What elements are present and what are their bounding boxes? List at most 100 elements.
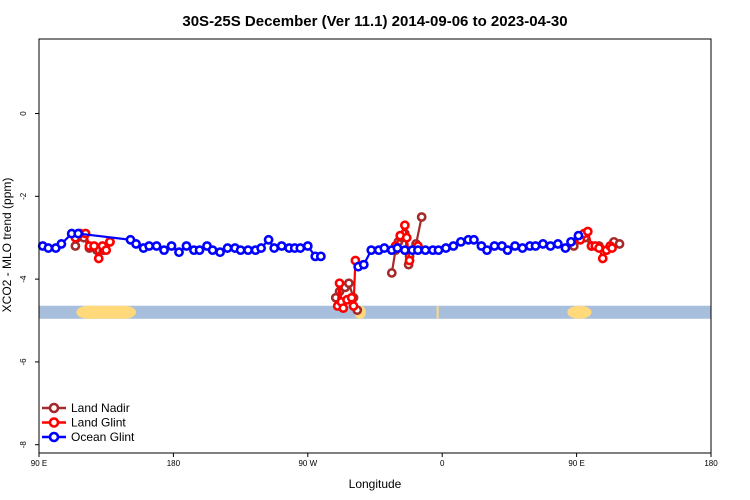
series-ocean-glint (37, 228, 584, 272)
data-point (276, 241, 287, 251)
data-point (131, 239, 141, 249)
x-tick-label: 90 E (568, 459, 584, 468)
data-point (89, 241, 99, 251)
data-point (358, 259, 369, 270)
data-point (448, 241, 459, 251)
data-point (582, 226, 593, 237)
series-layer (37, 212, 625, 316)
legend-item: Land Nadir (42, 401, 130, 415)
data-point (338, 303, 349, 313)
y-axis: 0 -2 -4 -6 -8 (19, 111, 39, 449)
data-point (235, 245, 246, 256)
data-point (159, 245, 169, 256)
x-tick-label: 180 (167, 459, 181, 468)
x-axis-label: Longitude (349, 477, 402, 491)
legend-label: Land Nadir (71, 401, 130, 415)
data-point (614, 239, 625, 249)
data-point (243, 245, 253, 256)
data-point (269, 243, 280, 253)
data-point (174, 247, 184, 258)
data-point (222, 243, 233, 253)
data-point (343, 278, 354, 289)
data-point (207, 245, 218, 256)
data-point (181, 241, 192, 251)
data-point (166, 241, 177, 251)
data-point (553, 239, 563, 249)
data-point (420, 245, 431, 256)
data-point (573, 230, 584, 241)
data-point (379, 243, 390, 253)
data-point (315, 251, 326, 262)
band-land-3 (567, 305, 592, 319)
x-tick-label: 90 E (31, 459, 47, 468)
data-point (560, 243, 571, 253)
band-land-0 (76, 305, 137, 319)
data-point (263, 234, 274, 245)
data-point (404, 255, 415, 266)
data-point (399, 220, 410, 231)
data-point (392, 243, 403, 253)
data-point (482, 245, 492, 256)
data-point (295, 243, 306, 253)
y-axis-label: XCO2 - MLO trend (ppm) (0, 178, 14, 313)
data-point (73, 228, 84, 239)
data-point (399, 245, 410, 256)
data-point (441, 243, 451, 253)
band-land-2 (436, 305, 439, 319)
x-axis: 90 E 180 90 W 0 90 E 180 (31, 453, 718, 468)
data-point (56, 239, 67, 249)
data-point (597, 253, 608, 264)
y-tick-label: -4 (19, 275, 28, 283)
x-tick-label: 90 W (298, 459, 317, 468)
legend-item: Ocean Glint (42, 430, 135, 444)
data-point (566, 236, 576, 247)
data-point (151, 241, 162, 251)
data-point (334, 278, 345, 289)
y-tick-label: -6 (19, 358, 28, 366)
data-point (416, 212, 427, 222)
data-point (386, 268, 397, 278)
data-point (517, 243, 528, 253)
data-point (455, 236, 466, 247)
data-point (530, 241, 541, 251)
data-point (194, 245, 205, 256)
data-point (413, 245, 423, 256)
data-point (346, 292, 357, 303)
legend-item: Land Glint (42, 416, 126, 430)
legend-swatch-marker (48, 402, 60, 414)
data-point (607, 243, 617, 253)
data-point (43, 243, 54, 253)
data-point (366, 245, 377, 256)
x-tick-label: 180 (704, 459, 718, 468)
data-point (93, 253, 104, 264)
data-point (510, 241, 520, 251)
plot-frame (38, 38, 712, 454)
data-point (545, 241, 556, 251)
data-point (502, 245, 513, 256)
data-point (215, 247, 225, 258)
data-point (401, 232, 412, 243)
reference-band (39, 305, 711, 319)
data-point (256, 243, 267, 253)
legend-swatch-marker (48, 431, 60, 443)
data-point (348, 301, 359, 311)
y-tick-label: -8 (19, 441, 28, 449)
y-tick-label: 0 (19, 111, 28, 116)
data-point (489, 241, 500, 251)
data-point (538, 239, 548, 249)
data-point (302, 241, 313, 251)
x-tick-label: 0 (440, 459, 445, 468)
y-tick-label: -2 (19, 192, 28, 200)
data-point (144, 241, 155, 251)
data-point (433, 245, 444, 256)
data-point (105, 236, 115, 247)
data-point (594, 243, 604, 253)
data-point (70, 241, 81, 251)
data-point (469, 234, 479, 245)
legend-label: Land Glint (71, 416, 126, 430)
legend-swatch-marker (48, 417, 60, 428)
legend-label: Ocean Glint (71, 430, 135, 444)
data-point (101, 245, 112, 256)
